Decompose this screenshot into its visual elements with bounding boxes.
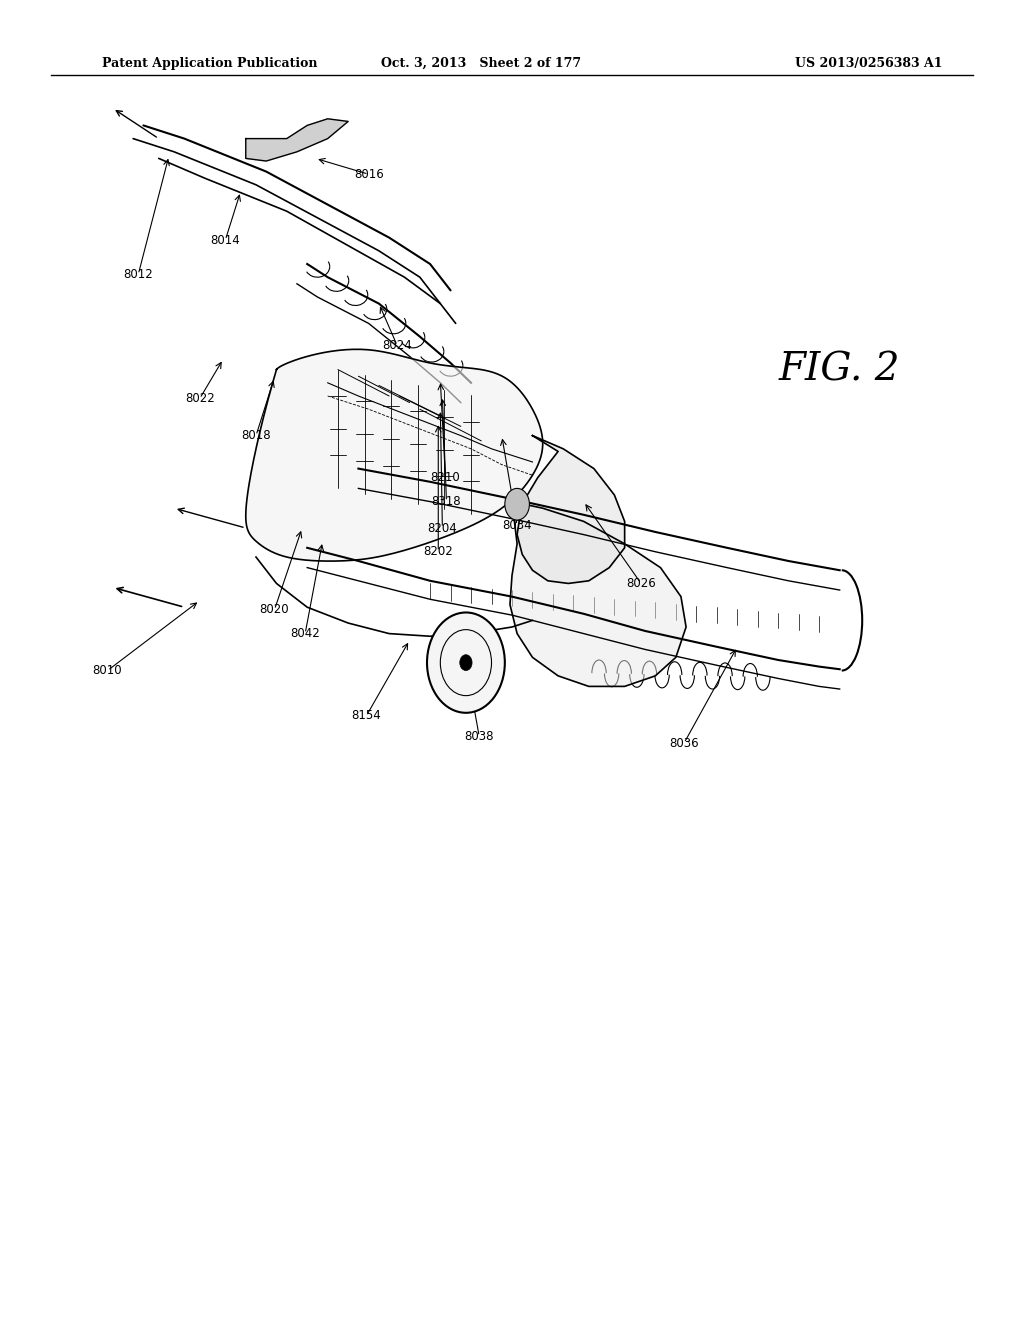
Polygon shape [510,502,686,686]
Text: 8024: 8024 [382,339,413,352]
Text: Oct. 3, 2013   Sheet 2 of 177: Oct. 3, 2013 Sheet 2 of 177 [381,57,582,70]
Text: 8034: 8034 [503,519,531,532]
Circle shape [460,655,472,671]
Text: 8318: 8318 [432,495,461,508]
Text: 8020: 8020 [260,603,289,616]
Polygon shape [517,436,625,583]
Text: 8010: 8010 [93,664,122,677]
Circle shape [505,488,529,520]
Text: 8014: 8014 [210,234,241,247]
Text: 8154: 8154 [351,709,382,722]
Text: 8204: 8204 [427,521,458,535]
Text: 8016: 8016 [353,168,384,181]
Text: 8202: 8202 [423,545,454,558]
Text: 8038: 8038 [465,730,494,743]
Text: 8012: 8012 [123,268,154,281]
Text: US 2013/0256383 A1: US 2013/0256383 A1 [795,57,942,70]
Text: Patent Application Publication: Patent Application Publication [102,57,317,70]
Circle shape [427,612,505,713]
Text: 8022: 8022 [184,392,215,405]
Polygon shape [246,119,348,161]
Text: 8210: 8210 [430,471,461,484]
Polygon shape [246,350,543,561]
Text: FIG. 2: FIG. 2 [779,351,900,388]
Text: 8018: 8018 [242,429,270,442]
Text: 8036: 8036 [670,737,698,750]
Text: 8026: 8026 [626,577,656,590]
Text: 8042: 8042 [290,627,321,640]
